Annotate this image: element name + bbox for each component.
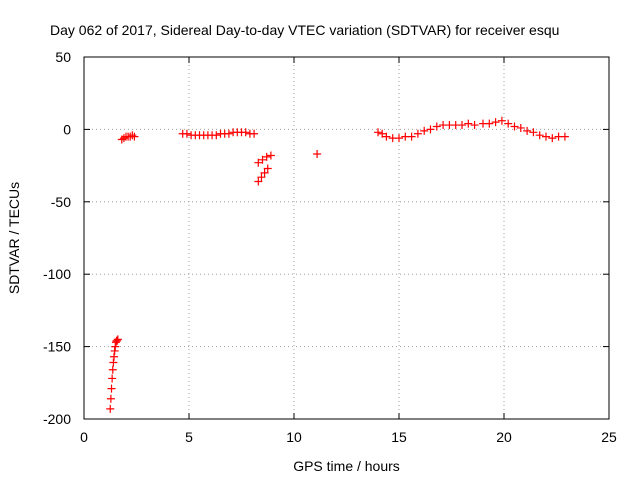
data-point	[458, 121, 466, 130]
data-point	[464, 119, 473, 128]
data-point	[258, 155, 267, 164]
data-point	[263, 164, 272, 173]
data-point	[560, 132, 569, 141]
data-point	[212, 131, 221, 140]
data-point	[111, 342, 120, 351]
data-point	[113, 336, 122, 345]
y-tick-label: -100	[43, 266, 71, 282]
data-point	[107, 384, 116, 393]
data-points	[106, 116, 569, 413]
data-point	[516, 123, 525, 132]
y-tick-label: -50	[51, 194, 71, 210]
x-tick-label: 10	[286, 429, 302, 445]
data-point	[106, 394, 115, 403]
data-point	[413, 129, 422, 138]
data-point	[113, 335, 122, 344]
data-point	[382, 132, 391, 141]
data-point	[260, 168, 269, 177]
data-point	[254, 177, 263, 186]
data-point	[241, 128, 250, 137]
x-tick-label: 0	[80, 429, 88, 445]
axis-ticks: 0 5 10 15 20 25 50 0 -50 -100 -150 -200	[43, 49, 617, 445]
y-axis-label: SDTVAR / TECUs	[6, 182, 22, 294]
y-tick-label: -150	[43, 339, 71, 355]
data-point	[523, 126, 532, 135]
data-point	[257, 173, 266, 182]
data-point	[535, 131, 544, 140]
data-point	[374, 128, 382, 137]
data-point	[510, 122, 519, 131]
x-tick-label: 5	[185, 429, 193, 445]
data-point	[470, 121, 479, 130]
data-point	[548, 134, 557, 143]
data-point	[407, 132, 416, 141]
data-point	[109, 358, 118, 367]
data-point	[110, 346, 119, 355]
x-axis-label: GPS time / hours	[293, 458, 400, 474]
data-point	[128, 131, 137, 140]
data-point	[420, 126, 429, 135]
data-point	[110, 352, 119, 361]
y-tick-label: -200	[43, 411, 71, 427]
x-tick-label: 20	[496, 429, 512, 445]
y-tick-label: 50	[55, 49, 71, 65]
data-point	[182, 129, 191, 138]
data-point	[108, 374, 117, 383]
data-point	[119, 134, 128, 143]
data-point	[497, 116, 506, 125]
data-point	[262, 152, 271, 161]
data-point	[529, 128, 538, 137]
data-point	[130, 132, 139, 141]
data-point	[395, 134, 403, 143]
data-point	[426, 125, 435, 134]
x-tick-label: 25	[601, 429, 617, 445]
data-point	[432, 122, 441, 131]
data-point	[108, 365, 117, 374]
data-point	[224, 129, 233, 138]
data-point	[106, 404, 115, 413]
grid-lines	[84, 57, 609, 419]
y-tick-label: 0	[63, 121, 71, 137]
data-point	[313, 150, 322, 159]
data-point	[504, 119, 513, 128]
plot-frame	[83, 56, 610, 420]
x-tick-label: 15	[391, 429, 407, 445]
data-point	[250, 129, 259, 138]
data-point	[491, 118, 500, 127]
data-point	[542, 132, 550, 141]
chart-title: Day 062 of 2017, Sidereal Day-to-day VTE…	[50, 22, 559, 38]
data-point	[485, 119, 494, 128]
data-point	[378, 129, 387, 138]
data-point	[266, 151, 275, 160]
data-point	[254, 158, 263, 167]
